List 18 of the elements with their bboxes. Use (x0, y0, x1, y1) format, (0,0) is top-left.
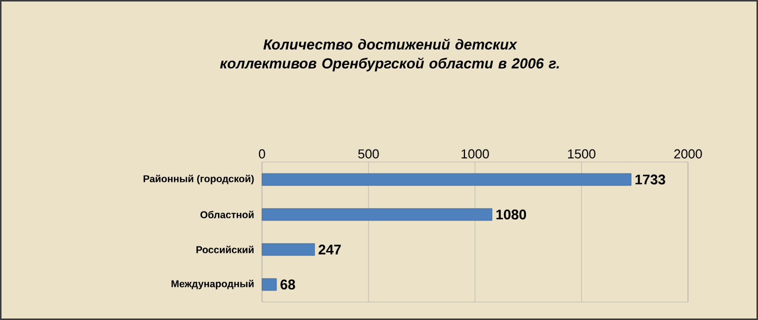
y-tick-label: Международный (172, 280, 254, 290)
y-tick-label: Областной (200, 210, 254, 218)
x-tick-label: 1000 (462, 149, 489, 158)
x-tick-label: 500 (358, 149, 379, 158)
chart-title: Количество достижений детских коллективов Оренбургской области в 2006 г. (220, 38, 559, 72)
bar (262, 173, 632, 186)
x-tick-label: 0 (258, 149, 266, 158)
data-label: 1733 (636, 174, 666, 184)
bar (262, 243, 315, 256)
data-label: 247 (318, 244, 341, 254)
bar (262, 208, 492, 221)
y-tick-label: Российский (196, 246, 254, 254)
bar (262, 278, 277, 291)
y-tick-label: Районный (городской) (144, 174, 254, 184)
data-label: 68 (280, 280, 296, 290)
data-label: 1080 (496, 210, 526, 220)
x-tick-label: 2000 (674, 149, 702, 158)
x-tick-label: 1500 (568, 149, 596, 158)
